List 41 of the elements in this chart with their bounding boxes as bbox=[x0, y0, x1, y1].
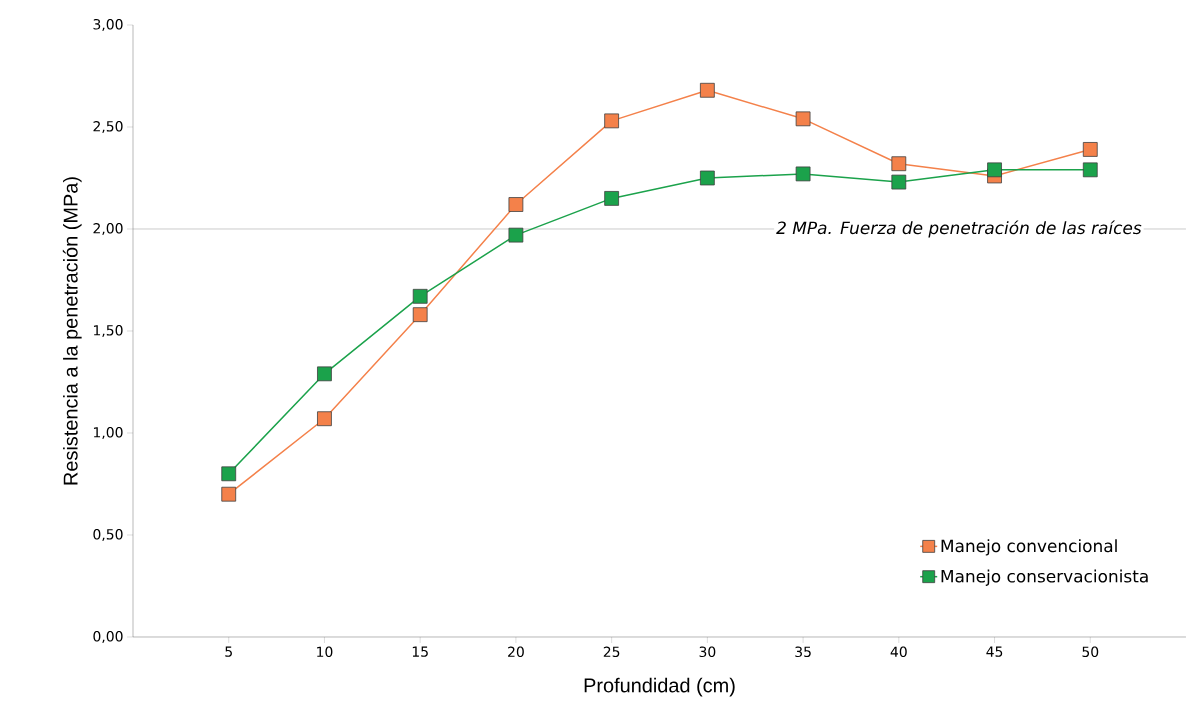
point bbox=[795, 166, 811, 182]
legend-label: Manejo convencional bbox=[941, 539, 1117, 556]
x-tick-label: 5 bbox=[225, 646, 232, 657]
legend-label: Manejo conservacionista bbox=[941, 569, 1148, 586]
point bbox=[508, 227, 524, 243]
y-tick-label: 1,50 bbox=[93, 325, 123, 337]
x-tick-label: 45 bbox=[986, 646, 1003, 657]
x-tick-label: 10 bbox=[317, 646, 333, 658]
point bbox=[508, 197, 524, 212]
y-tick-label: 3,00 bbox=[93, 19, 123, 31]
point bbox=[317, 366, 332, 382]
point bbox=[604, 113, 620, 129]
x-tick-label: 35 bbox=[795, 646, 811, 658]
x-tick-label: 25 bbox=[603, 646, 620, 658]
y-tick-label: 2,50 bbox=[93, 121, 123, 133]
point bbox=[604, 191, 620, 206]
y-tick-label: 0,00 bbox=[93, 631, 123, 643]
point bbox=[699, 170, 715, 186]
point bbox=[412, 307, 428, 323]
x-tick-label: 20 bbox=[508, 646, 524, 658]
x-axis-title: Profundidad (cm) bbox=[584, 677, 735, 697]
x-tick-label: 15 bbox=[412, 646, 428, 657]
point bbox=[221, 466, 237, 482]
point bbox=[1082, 142, 1098, 157]
x-tick-label: 30 bbox=[699, 646, 716, 658]
y-tick-label: 2,00 bbox=[93, 223, 123, 235]
point bbox=[317, 411, 332, 427]
point bbox=[412, 288, 428, 304]
point bbox=[1082, 162, 1098, 178]
point bbox=[891, 156, 907, 172]
ref-line-label: 2 MPa. Fuerza de penetración de las raíces bbox=[776, 220, 1142, 238]
point bbox=[987, 162, 1002, 178]
y-axis-title: Resistencia a la penetración (MPa) bbox=[62, 177, 82, 485]
point bbox=[699, 82, 715, 98]
x-tick-label: 50 bbox=[1082, 646, 1099, 658]
point bbox=[795, 111, 811, 127]
point bbox=[221, 486, 237, 502]
point bbox=[891, 174, 907, 190]
x-tick-label: 40 bbox=[890, 646, 907, 658]
y-tick-label: 0,50 bbox=[93, 529, 123, 541]
y-tick-label: 1,00 bbox=[93, 427, 123, 439]
